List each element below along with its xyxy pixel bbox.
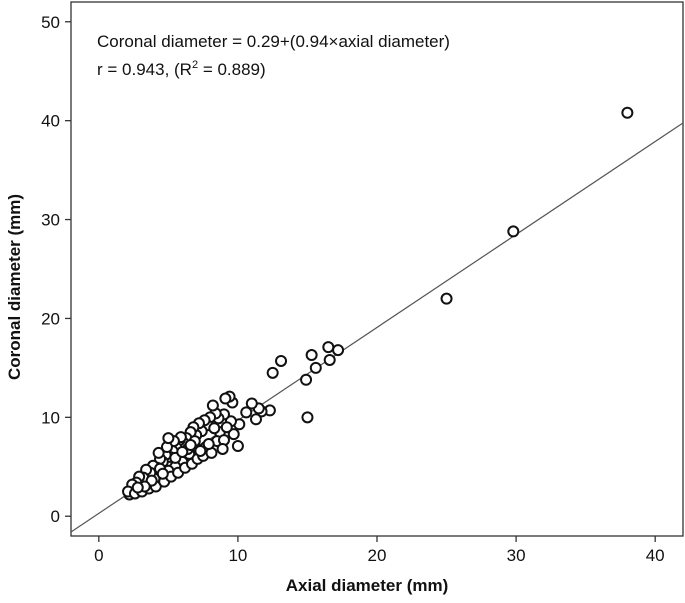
x-axis-title: Axial diameter (mm) xyxy=(286,576,449,595)
stats-suffix: = 0.889) xyxy=(198,60,266,79)
data-points xyxy=(122,106,634,501)
data-point xyxy=(240,406,253,419)
data-point xyxy=(227,428,240,441)
data-point xyxy=(131,481,144,494)
data-point xyxy=(245,397,258,410)
data-point xyxy=(309,361,322,374)
data-point xyxy=(194,444,207,457)
data-point xyxy=(156,467,169,480)
regression-equation: Coronal diameter = 0.29+(0.94×axial diam… xyxy=(97,32,450,51)
data-point xyxy=(202,438,215,451)
x-tick-label: 20 xyxy=(368,546,387,565)
y-tick-label: 40 xyxy=(41,112,60,131)
data-point xyxy=(249,413,262,426)
data-point xyxy=(440,292,453,305)
data-point xyxy=(220,421,233,434)
data-point xyxy=(300,373,313,386)
data-point xyxy=(184,439,197,452)
data-point xyxy=(266,366,279,379)
stats-superscript: 2 xyxy=(192,59,198,71)
data-point xyxy=(231,440,244,453)
data-point xyxy=(152,446,165,459)
x-tick-label: 40 xyxy=(646,546,665,565)
y-tick-label: 50 xyxy=(41,13,60,32)
data-point xyxy=(275,354,288,367)
data-point xyxy=(219,392,232,405)
data-point xyxy=(206,399,219,412)
correlation-stats: r = 0.943, (R2 = 0.889) xyxy=(97,59,266,79)
data-point xyxy=(507,225,520,238)
data-point xyxy=(208,422,221,435)
data-point xyxy=(305,349,318,362)
data-point xyxy=(216,442,229,455)
data-point xyxy=(323,353,336,366)
axis-ticks: 0 10 20 30 40 0 10 20 30 40 50 xyxy=(41,13,665,565)
x-tick-label: 30 xyxy=(507,546,526,565)
y-tick-label: 0 xyxy=(51,507,60,526)
y-tick-label: 10 xyxy=(41,408,60,427)
data-point xyxy=(322,341,335,354)
x-tick-label: 10 xyxy=(228,546,247,565)
y-tick-label: 20 xyxy=(41,309,60,328)
stats-prefix: r = 0.943, (R xyxy=(97,60,192,79)
data-point xyxy=(332,344,345,357)
data-point xyxy=(162,432,175,445)
data-point xyxy=(176,445,189,458)
y-tick-label: 30 xyxy=(41,211,60,230)
y-axis-title: Coronal diameter (mm) xyxy=(5,194,24,380)
x-tick-label: 0 xyxy=(94,546,103,565)
data-point xyxy=(621,106,634,119)
data-point xyxy=(301,411,314,424)
